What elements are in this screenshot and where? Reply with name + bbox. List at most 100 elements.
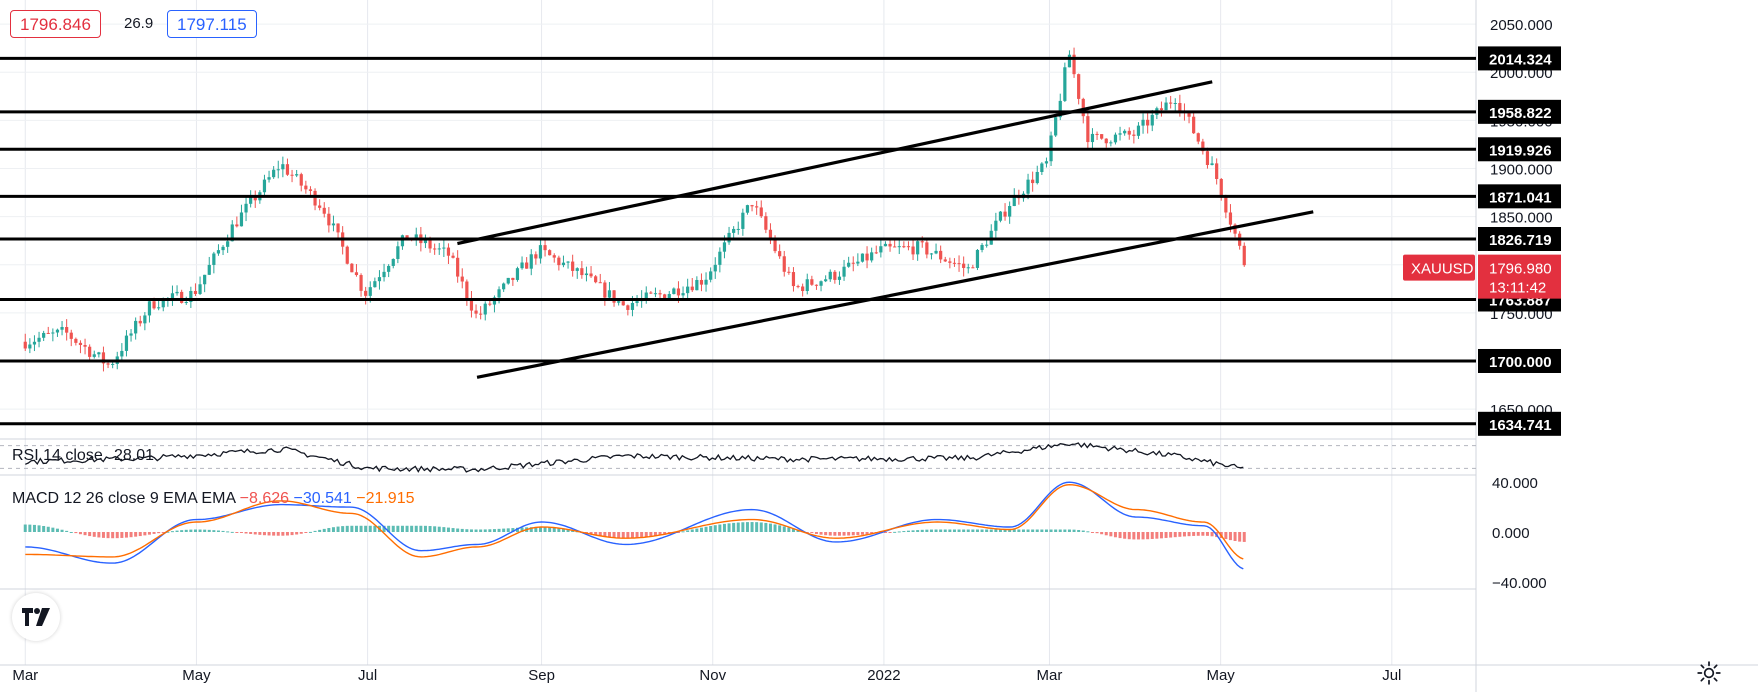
candle-body xyxy=(382,271,386,278)
macd-histogram-bar xyxy=(1201,532,1205,536)
candle-body xyxy=(980,244,984,250)
candle-body xyxy=(598,282,602,284)
candle-body xyxy=(483,303,487,315)
macd-histogram-bar xyxy=(695,528,699,532)
symbol-tag: XAUUSD xyxy=(1411,261,1474,278)
candle-body xyxy=(1127,130,1131,135)
macd-histogram-bar xyxy=(736,522,740,532)
macd-histogram-bar xyxy=(557,528,561,532)
gear-icon[interactable] xyxy=(1696,660,1722,686)
candle-body xyxy=(607,290,612,298)
candle-body xyxy=(364,290,368,296)
candle-body xyxy=(1072,54,1076,75)
macd-histogram-bar xyxy=(897,531,901,533)
macd-histogram-bar xyxy=(101,532,105,538)
candle-body xyxy=(92,354,96,357)
macd-tick-label: 40.000 xyxy=(1492,475,1538,492)
macd-histogram-bar xyxy=(382,525,386,532)
macd-histogram-bar xyxy=(1224,532,1228,540)
macd-histogram-bar xyxy=(745,522,749,532)
macd-histogram-bar xyxy=(359,525,363,532)
macd-histogram-bar xyxy=(184,529,188,532)
candle-body xyxy=(948,261,952,263)
candle-body xyxy=(377,277,382,282)
candle-body xyxy=(1031,179,1035,184)
macd-histogram-bar xyxy=(658,532,662,536)
candle-body xyxy=(584,273,589,276)
candle-body xyxy=(796,286,800,288)
ask-price-badge[interactable]: 1797.115 xyxy=(167,10,257,38)
macd-histogram-bar xyxy=(681,531,685,533)
candle-body xyxy=(718,251,722,265)
candle-body xyxy=(1141,119,1145,126)
candle-body xyxy=(883,243,888,247)
trend-line-channel-upper xyxy=(457,80,1213,246)
macd-histogram-bar xyxy=(1095,532,1099,534)
price-tick-label: 1900.000 xyxy=(1490,161,1553,178)
candle-body xyxy=(603,282,607,298)
macd-histogram-bar xyxy=(469,529,473,532)
macd-histogram-bar xyxy=(741,522,745,532)
candle-body xyxy=(566,261,570,263)
macd-histogram-bar xyxy=(69,531,73,533)
macd-histogram-bar xyxy=(1164,532,1168,538)
candle-body xyxy=(1228,212,1233,225)
macd-histogram-bar xyxy=(497,528,501,532)
macd-histogram-bar xyxy=(810,532,814,534)
candle-body xyxy=(1054,117,1058,136)
macd-histogram-bar xyxy=(653,532,657,537)
macd-histogram-bar xyxy=(1136,532,1140,540)
candle-body xyxy=(929,253,934,255)
macd-histogram-bar xyxy=(791,528,795,532)
macd-histogram-bar xyxy=(1178,532,1182,537)
candle-body xyxy=(147,301,152,316)
macd-histogram-bar xyxy=(350,525,354,532)
signal-line xyxy=(25,483,1244,560)
time-tick-label: May xyxy=(1206,667,1235,684)
candle-body xyxy=(897,246,901,248)
candle-body xyxy=(943,259,947,262)
macd-histogram-bar xyxy=(1058,529,1062,532)
macd-histogram-bar xyxy=(115,532,119,539)
macd-histogram-bar xyxy=(561,528,565,532)
candle-body xyxy=(230,224,234,242)
candle-body xyxy=(893,246,897,248)
bid-price-badge[interactable]: 1796.846 xyxy=(10,10,101,38)
candle-body xyxy=(322,207,326,214)
candle-body xyxy=(686,286,690,294)
candle-body xyxy=(722,242,727,252)
macd-histogram-bar xyxy=(851,532,855,536)
tradingview-logo-icon[interactable] xyxy=(12,593,60,641)
candle-body xyxy=(239,212,244,227)
macd-histogram-bar xyxy=(534,527,538,532)
level-label-box xyxy=(1478,99,1561,124)
macd-histogram-bar xyxy=(1035,529,1039,532)
candle-body xyxy=(267,177,271,180)
candle-body xyxy=(617,301,621,303)
macd-histogram-bar xyxy=(1104,532,1108,536)
macd-histogram-bar xyxy=(327,527,331,532)
macd-histogram-bar xyxy=(768,523,772,532)
macd-histogram-bar xyxy=(1040,529,1044,532)
candle-body xyxy=(529,254,533,269)
macd-histogram-bar xyxy=(998,529,1002,532)
macd-histogram-bar xyxy=(962,529,966,532)
macd-histogram-bar xyxy=(474,529,478,532)
candle-body xyxy=(828,271,832,280)
macd-histogram-bar xyxy=(663,532,667,535)
candle-body xyxy=(782,256,786,272)
candle-body xyxy=(1100,134,1104,139)
candle-body xyxy=(874,252,878,254)
candle-body xyxy=(1159,108,1164,111)
macd-histogram-bar xyxy=(368,525,372,532)
macd-histogram-bar xyxy=(253,532,257,535)
candle-body xyxy=(1178,103,1182,111)
macd-histogram-bar xyxy=(925,529,929,532)
macd-histogram-bar xyxy=(60,529,64,532)
candle-body xyxy=(143,315,147,324)
macd-histogram-bar xyxy=(1077,529,1081,532)
candle-body xyxy=(571,261,575,271)
candle-body xyxy=(1012,195,1016,207)
candle-body xyxy=(663,294,667,299)
